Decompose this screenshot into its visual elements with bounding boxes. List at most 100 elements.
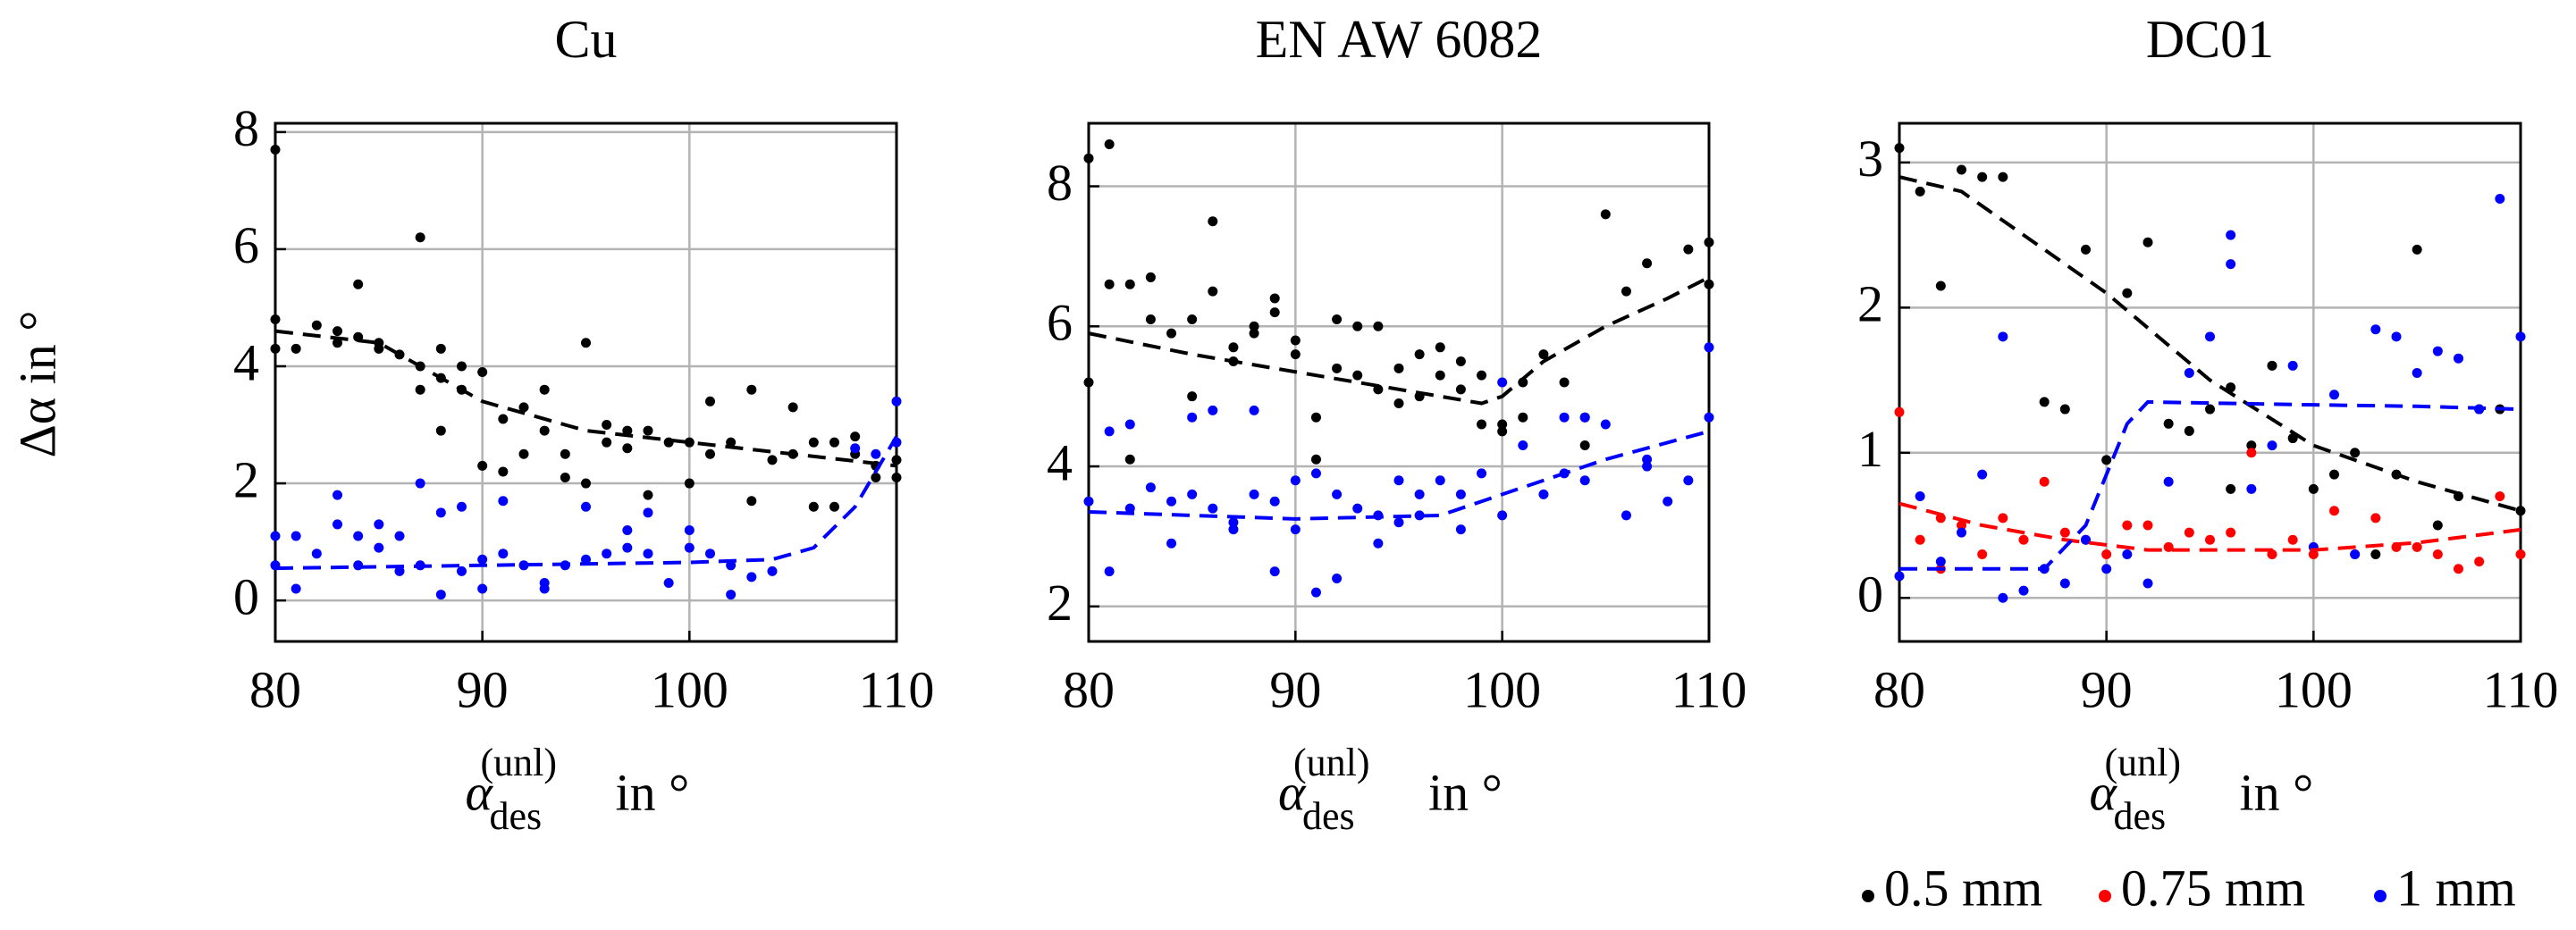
data-point: [560, 448, 570, 459]
data-point: [622, 542, 633, 553]
data-point: [726, 560, 737, 571]
data-point: [2081, 244, 2091, 255]
data-point: [1455, 524, 1466, 535]
data-point: [2246, 448, 2257, 458]
data-point: [1998, 331, 2008, 342]
data-point: [2329, 469, 2339, 480]
data-point: [1642, 454, 1653, 465]
data-point: [746, 572, 757, 582]
x-label-symbol: α: [466, 763, 494, 821]
data-point: [2122, 520, 2133, 531]
data-point: [333, 338, 342, 348]
data-point: [1663, 496, 1673, 507]
data-point: [435, 343, 446, 354]
data-point: [2039, 476, 2050, 487]
data-point: [2308, 483, 2319, 494]
data-point: [374, 343, 384, 354]
y-tick-label: 2: [233, 450, 259, 508]
data-point: [2287, 534, 2298, 545]
data-point: [2142, 520, 2153, 531]
data-point: [2495, 193, 2505, 204]
data-point: [1538, 349, 1549, 360]
data-point: [1497, 510, 1508, 521]
data-point: [2059, 578, 2070, 589]
data-point: [643, 425, 653, 436]
data-point: [333, 326, 342, 337]
data-point: [726, 590, 737, 600]
data-point: [1352, 321, 1363, 331]
x-label-symbol: α: [1278, 763, 1307, 821]
data-point: [1310, 587, 1321, 598]
data-point: [1187, 412, 1198, 423]
data-point: [1228, 524, 1239, 535]
x-label-sup: (unl): [481, 741, 558, 784]
data-point: [891, 396, 902, 406]
data-point: [1894, 406, 1905, 417]
legend-label: 0.5 mm: [1884, 859, 2042, 917]
data-point: [1977, 469, 1988, 480]
data-point: [1704, 342, 1714, 353]
data-point: [2184, 425, 2194, 436]
data-point: [1579, 475, 1590, 486]
data-point: [726, 437, 737, 448]
data-point: [415, 384, 425, 395]
data-point: [2267, 360, 2277, 371]
data-point: [1977, 172, 1988, 182]
data-point: [1290, 475, 1301, 486]
data-point: [2246, 483, 2257, 494]
x-tick-label: 100: [651, 660, 728, 718]
trend-line: [274, 329, 897, 468]
data-point: [2432, 520, 2443, 531]
data-point: [1683, 244, 1694, 255]
data-point: [2163, 418, 2174, 429]
data-point: [1915, 491, 1925, 502]
data-point: [1332, 314, 1343, 324]
data-point: [1124, 279, 1135, 289]
data-point: [891, 455, 902, 465]
x-label-sup: (unl): [1293, 741, 1370, 784]
data-point: [1477, 370, 1487, 381]
data-point: [2226, 483, 2236, 494]
data-point: [374, 519, 384, 530]
data-point: [498, 549, 509, 559]
data-point: [1310, 454, 1321, 465]
x-label-unit: in °: [616, 763, 690, 821]
subplot: EN AW 6082 2 4 6 8 80 90 100 110 α(unl) des in °: [1047, 10, 1747, 838]
data-point: [2059, 527, 2070, 538]
data-point: [1393, 398, 1404, 409]
data-point: [518, 402, 529, 413]
data-point: [2184, 367, 2194, 378]
legend-marker: [2099, 890, 2111, 902]
data-point: [1998, 172, 2008, 182]
data-point: [1166, 496, 1177, 507]
data-point: [2495, 491, 2505, 502]
x-tick-label: 90: [1269, 660, 1321, 718]
data-point: [1935, 557, 1946, 567]
data-point: [477, 554, 488, 565]
data-point: [2454, 353, 2463, 364]
legend-label: 1 mm: [2396, 859, 2516, 917]
plot-frame: [274, 121, 898, 643]
data-point: [1269, 566, 1280, 577]
data-point: [1704, 279, 1714, 289]
data-point: [435, 425, 446, 436]
plot-frame: [1898, 121, 2522, 643]
data-point: [1373, 321, 1384, 331]
x-tick-label: 100: [2275, 660, 2353, 718]
data-point: [1332, 489, 1343, 499]
data-point: [539, 425, 550, 436]
x-tick-label: 110: [859, 660, 935, 718]
data-point: [435, 590, 446, 600]
data-point: [1104, 426, 1115, 437]
data-point: [353, 531, 364, 541]
data-point: [2432, 549, 2443, 560]
data-point: [1455, 356, 1466, 366]
data-point: [746, 384, 757, 395]
data-point: [2226, 230, 2236, 240]
y-tick-label: 0: [233, 567, 259, 625]
data-point: [1579, 412, 1590, 423]
data-point: [1621, 286, 1631, 297]
data-point: [1957, 164, 1966, 175]
data-point: [1414, 510, 1425, 521]
